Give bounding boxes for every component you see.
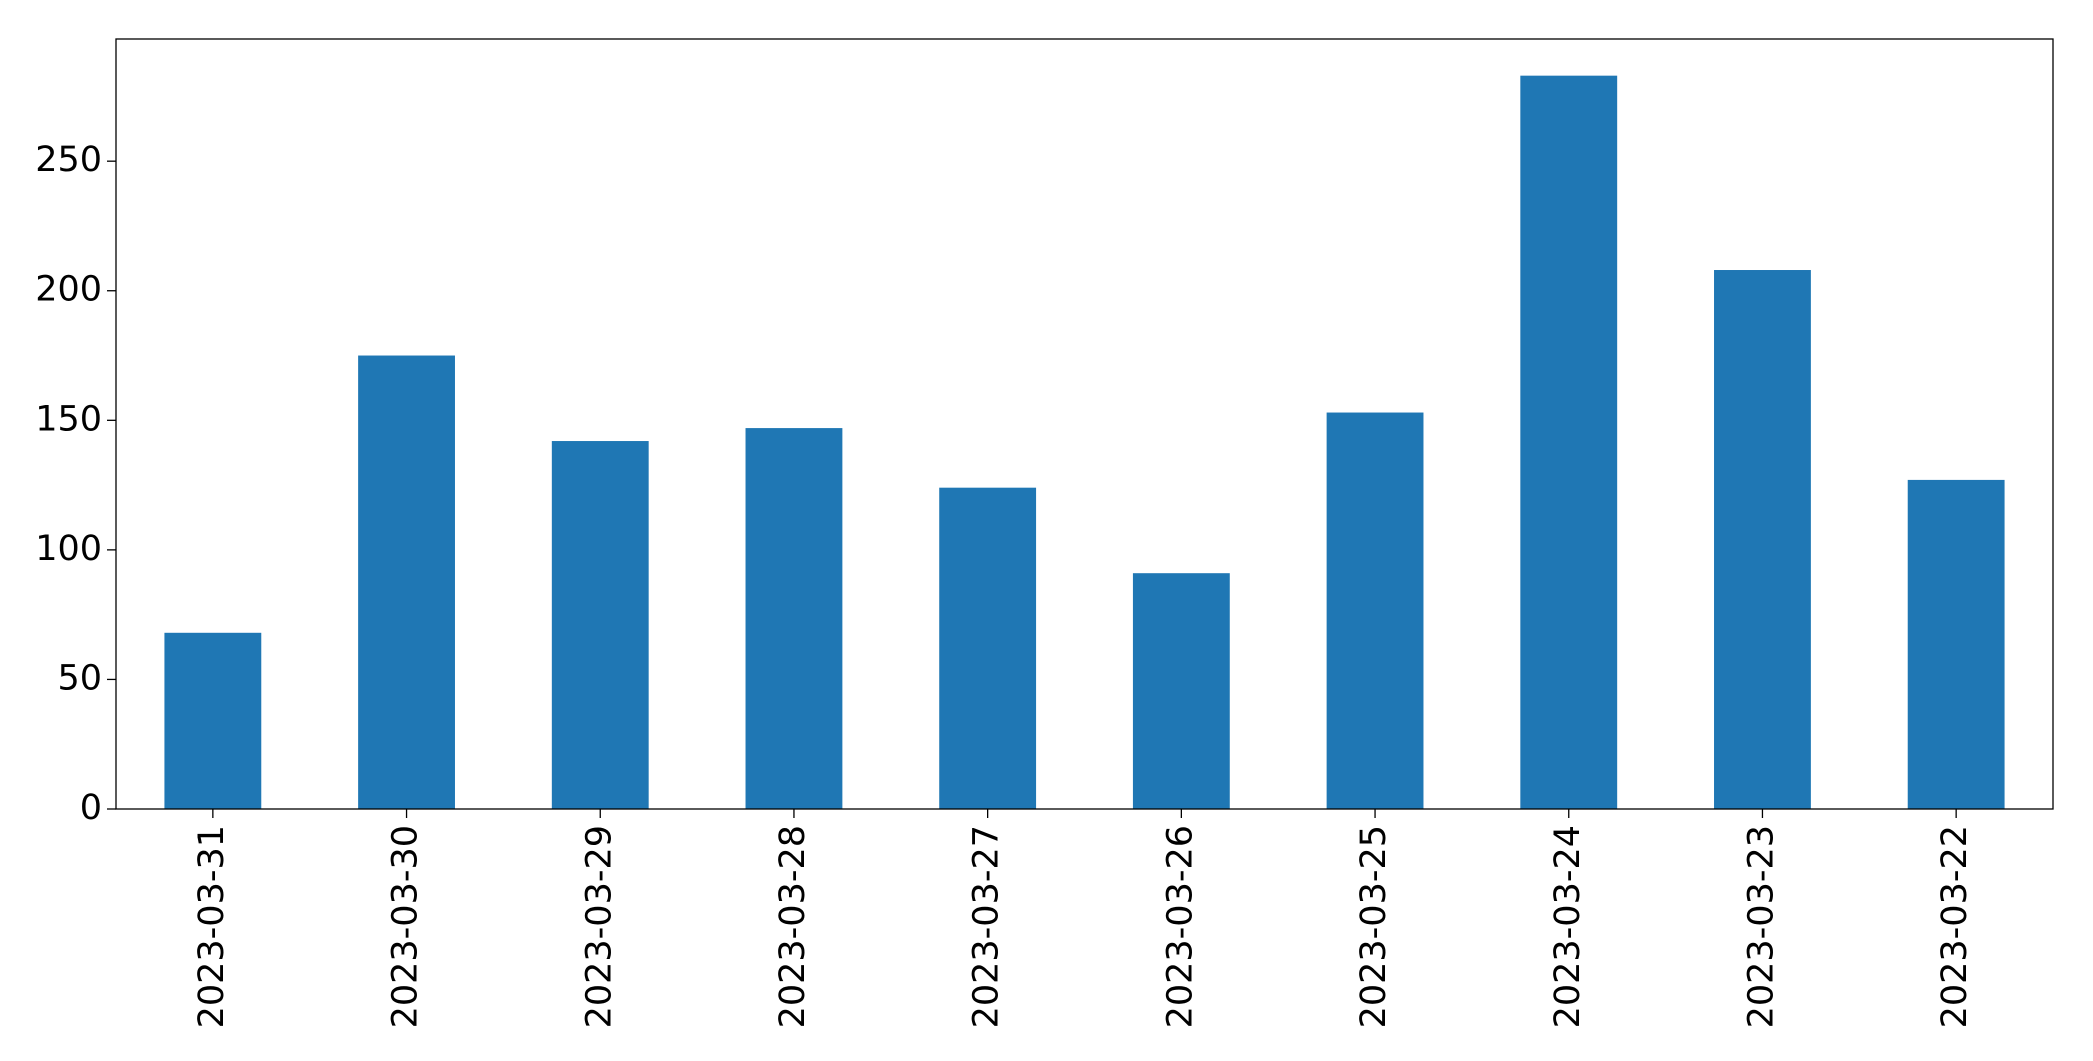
y-tick-label: 200 [35,270,102,310]
plot-frame [115,38,2054,810]
y-tick-label: 100 [35,529,102,569]
bar [1520,75,1618,809]
x-tick-label: 2023-03-30 [386,825,426,1028]
bar [1714,270,1811,810]
bar [939,487,1037,809]
bar [1907,479,2005,809]
x-tick-label: 2023-03-23 [1741,825,1781,1028]
bar [358,355,455,809]
x-tick-label: 2023-03-28 [773,825,813,1028]
x-tick-label: 2023-03-25 [1354,825,1394,1028]
x-tick-label: 2023-03-27 [967,825,1007,1028]
x-tick-label: 2023-03-31 [192,825,232,1028]
y-tick-label: 0 [80,788,102,828]
x-tick-label: 2023-03-26 [1160,825,1200,1028]
x-tick-label: 2023-03-22 [1935,825,1975,1028]
y-tick-label: 250 [35,140,102,180]
x-tick-label: 2023-03-24 [1548,825,1588,1028]
bar [551,441,649,809]
y-tick-label: 150 [35,399,102,439]
x-tick-label: 2023-03-29 [579,825,619,1028]
bar [745,428,843,809]
bar [164,632,262,809]
y-tick-label: 50 [57,658,102,698]
bar [1132,573,1230,809]
bar [1326,412,1424,809]
